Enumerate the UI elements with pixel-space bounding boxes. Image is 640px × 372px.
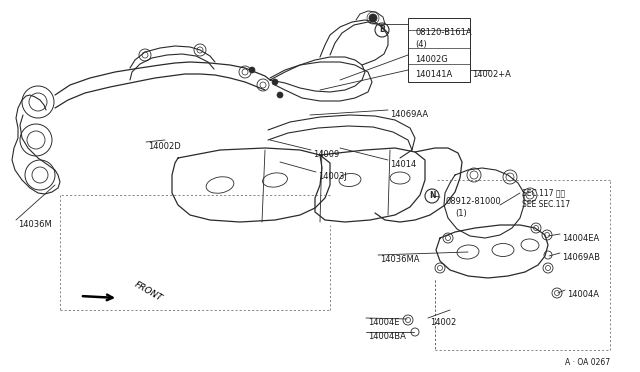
- Text: 14004EA: 14004EA: [562, 234, 599, 243]
- Circle shape: [277, 92, 283, 98]
- Bar: [408, 18, 470, 82]
- Text: (1): (1): [455, 209, 467, 218]
- Text: 14069AA: 14069AA: [390, 110, 428, 119]
- Text: 14036MA: 14036MA: [380, 255, 419, 264]
- Text: SEC.117 参照: SEC.117 参照: [522, 188, 565, 197]
- Text: A · OA 0267: A · OA 0267: [565, 358, 610, 367]
- Text: 08912-81000: 08912-81000: [446, 197, 502, 206]
- Text: 14002G: 14002G: [415, 55, 448, 64]
- Text: 14004A: 14004A: [567, 290, 599, 299]
- Text: 14036M: 14036M: [18, 220, 52, 229]
- Text: 08120-B161A: 08120-B161A: [415, 28, 472, 37]
- Text: FRONT: FRONT: [133, 280, 164, 304]
- Text: N: N: [429, 192, 435, 201]
- Text: 14002: 14002: [430, 318, 456, 327]
- Text: 14002D: 14002D: [148, 142, 180, 151]
- Text: B: B: [379, 26, 385, 35]
- Text: 14004E: 14004E: [368, 318, 399, 327]
- Circle shape: [272, 79, 278, 85]
- Text: 14009: 14009: [313, 150, 339, 159]
- Circle shape: [375, 23, 389, 37]
- Text: 14069AB: 14069AB: [562, 253, 600, 262]
- Text: SEE SEC.117: SEE SEC.117: [522, 200, 570, 209]
- Text: (4): (4): [415, 40, 427, 49]
- Text: 140141A: 140141A: [415, 70, 452, 79]
- Circle shape: [249, 67, 255, 73]
- Text: 14002+A: 14002+A: [472, 70, 511, 79]
- Text: 14014: 14014: [390, 160, 416, 169]
- Circle shape: [425, 189, 439, 203]
- Text: 14003J: 14003J: [318, 172, 347, 181]
- Circle shape: [369, 14, 377, 22]
- Text: 14004BA: 14004BA: [368, 332, 406, 341]
